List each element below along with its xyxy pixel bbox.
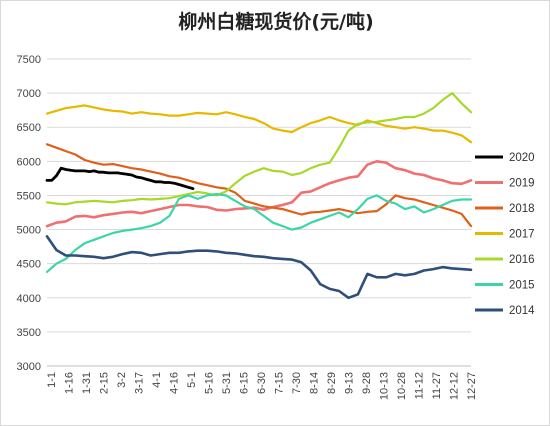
- x-tick-label: 4-1: [151, 372, 163, 388]
- x-tick-label: 3-2: [116, 372, 128, 388]
- series-line-2017: [45, 104, 473, 144]
- series-line-2018: [45, 143, 473, 228]
- x-tick-label: 11-12: [414, 372, 426, 399]
- y-tick-label: 6500: [17, 122, 41, 134]
- legend-label-2020: 2020: [509, 152, 535, 164]
- x-tick-label: 7-30: [291, 372, 303, 394]
- series-line-2019: [45, 160, 473, 228]
- y-tick-label: 3000: [17, 361, 41, 373]
- x-tick-label: 1-1: [46, 372, 58, 388]
- x-tick-label: 12-27: [466, 372, 478, 400]
- x-tick-label: 6-30: [256, 372, 268, 394]
- legend-label-2017: 2017: [509, 229, 535, 241]
- legend-label-2016: 2016: [509, 254, 535, 266]
- x-tick-label: 10-13: [379, 372, 391, 400]
- x-tick-label: 5-16: [204, 372, 216, 394]
- y-tick-label: 4500: [17, 259, 41, 271]
- y-tick-label: 4000: [17, 293, 41, 305]
- x-tick-label: 5-31: [221, 372, 233, 394]
- legend-label-2014: 2014: [509, 305, 535, 317]
- x-tick-label: 10-28: [396, 372, 408, 400]
- x-tick-label: 2-15: [99, 372, 111, 394]
- y-tick-label: 6000: [17, 156, 41, 168]
- y-tick-label: 5500: [17, 190, 41, 202]
- y-tick-label: 3500: [17, 327, 41, 339]
- x-tick-label: 11-27: [431, 372, 443, 399]
- x-tick-label: 9-13: [344, 372, 356, 394]
- series-line-2015: [45, 193, 473, 273]
- x-tick-label: 1-31: [81, 372, 93, 394]
- x-tick-label: 12-12: [449, 372, 461, 400]
- y-tick-label: 7500: [17, 54, 41, 66]
- legend-label-2018: 2018: [509, 203, 535, 215]
- legend-label-2015: 2015: [509, 280, 535, 292]
- x-tick-label: 8-14: [309, 372, 321, 394]
- x-tick-label: 8-29: [326, 372, 338, 394]
- x-tick-label: 6-15: [239, 372, 251, 394]
- series-line-2020: [45, 166, 195, 191]
- x-tick-label: 9-28: [361, 372, 373, 394]
- x-tick-label: 3-17: [134, 372, 146, 394]
- series-line-2014: [45, 235, 473, 300]
- y-tick-label: 5000: [17, 225, 41, 237]
- series-line-2016: [45, 91, 473, 206]
- x-tick-label: 4-16: [169, 372, 181, 394]
- y-tick-label: 7000: [17, 88, 41, 100]
- x-tick-label: 7-15: [274, 372, 286, 394]
- chart-title: 柳州白糖现货价(元/吨): [178, 11, 374, 33]
- x-tick-label: 1-16: [64, 372, 76, 394]
- legend-label-2019: 2019: [509, 178, 535, 190]
- x-tick-label: 5-1: [186, 372, 198, 388]
